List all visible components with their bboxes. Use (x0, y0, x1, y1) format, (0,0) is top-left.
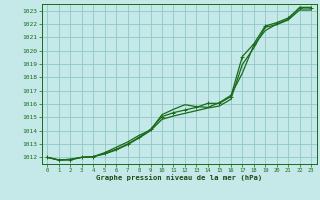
X-axis label: Graphe pression niveau de la mer (hPa): Graphe pression niveau de la mer (hPa) (96, 175, 262, 181)
